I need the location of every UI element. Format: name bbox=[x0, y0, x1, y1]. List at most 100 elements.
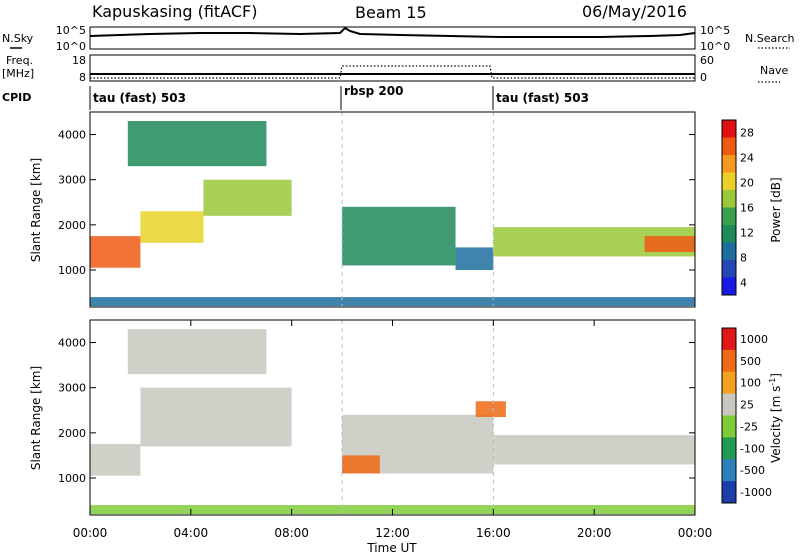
velocity-colorbar-swatch bbox=[722, 349, 736, 373]
velocity-ytick-label: 2000 bbox=[58, 427, 86, 440]
power-ytick-label: 4000 bbox=[58, 129, 86, 142]
velocity-ytick-label: 1000 bbox=[58, 472, 86, 485]
power-colorbar-tick: 12 bbox=[740, 227, 754, 240]
velocity-band bbox=[127, 329, 267, 375]
power-colorbar-swatch bbox=[722, 172, 736, 191]
power-band bbox=[203, 179, 292, 216]
velocity-colorbar-tick: 1000 bbox=[740, 333, 768, 346]
power-band bbox=[90, 297, 695, 307]
time-xtick-label: 00:00 bbox=[73, 526, 108, 540]
velocity-ytick-label: 4000 bbox=[58, 337, 86, 350]
power-colorbar-swatch bbox=[722, 120, 736, 138]
velocity-band bbox=[493, 435, 695, 465]
noise-right-tick-high: 10^5 bbox=[700, 24, 730, 37]
power-data-layer bbox=[90, 112, 695, 307]
velocity-colorbar-tick: -25 bbox=[740, 420, 758, 433]
velocity-colorbar-frame bbox=[721, 327, 737, 504]
freq-unit-label: [MHz] bbox=[2, 67, 34, 80]
velocity-panel: 1000 2000 3000 4000 00:00 04:00 08:00 12:00 16:… bbox=[29, 319, 783, 554]
power-colorbar-swatch bbox=[722, 155, 736, 173]
velocity-band bbox=[90, 444, 141, 476]
freq-right-tick-low: 0 bbox=[700, 71, 707, 84]
power-colorbar-swatch bbox=[722, 260, 736, 278]
velocity-y-axis: 1000 2000 3000 4000 bbox=[58, 337, 695, 485]
power-band bbox=[140, 211, 204, 243]
beam-title: Beam 15 bbox=[355, 3, 427, 22]
velocity-colorbar-swatch bbox=[722, 481, 736, 504]
velocity-band bbox=[140, 387, 292, 447]
noise-left-tick-low: 10^0 bbox=[56, 40, 86, 53]
nave-trace bbox=[90, 65, 695, 79]
power-colorbar-tick: 4 bbox=[740, 277, 747, 290]
freq-label: Freq. bbox=[6, 54, 33, 67]
power-colorbar-swatch bbox=[722, 277, 736, 296]
cpid-panel: CPID tau (fast) 503 rbsp 200 tau (fast) … bbox=[2, 84, 589, 110]
velocity-colorbar-swatch bbox=[722, 459, 736, 482]
time-xtick-label: 00:00 bbox=[678, 526, 713, 540]
power-colorbar-swatch bbox=[722, 190, 736, 208]
velocity-colorbar-swatch bbox=[722, 415, 736, 438]
power-ytick-label: 2000 bbox=[58, 219, 86, 232]
power-band bbox=[644, 236, 695, 252]
date-title: 06/May/2016 bbox=[582, 2, 687, 21]
velocity-colorbar-tick: -500 bbox=[740, 464, 765, 477]
power-colorbar-label: Power [dB] bbox=[769, 177, 783, 242]
velocity-colorbar-swatch bbox=[722, 328, 736, 351]
power-colorbar: 28 24 20 16 12 8 4 bbox=[721, 119, 754, 296]
time-xtick-label: 04:00 bbox=[174, 526, 209, 540]
velocity-band bbox=[342, 455, 380, 474]
power-colorbar-tick: 20 bbox=[740, 177, 754, 190]
power-colorbar-swatch bbox=[722, 137, 736, 156]
nsky-label: N.Sky bbox=[2, 32, 34, 45]
velocity-colorbar: 1000 500 100 25 -25 -100 -500 -1000 bbox=[721, 327, 772, 504]
velocity-colorbar-swatch bbox=[722, 393, 736, 416]
power-ylabel: Slant Range [km] bbox=[29, 158, 43, 262]
power-panel: 1000 2000 3000 4000 Slant Range [km] 28 24 20… bbox=[29, 111, 783, 308]
velocity-ylabel: Slant Range [km] bbox=[29, 366, 43, 470]
time-x-axis: 00:00 04:00 08:00 12:00 16:00 20:00 00:00 bbox=[73, 320, 713, 540]
noise-left-tick-high: 10^5 bbox=[56, 24, 86, 37]
time-xtick-label: 08:00 bbox=[274, 526, 309, 540]
velocity-colorbar-tick: -100 bbox=[740, 442, 765, 455]
nsky-trace bbox=[89, 26, 696, 38]
noise-right-tick-low: 10^0 bbox=[700, 40, 730, 53]
nave-label: Nave bbox=[760, 64, 788, 77]
velocity-ytick-label: 3000 bbox=[58, 382, 86, 395]
time-xtick-label: 12:00 bbox=[375, 526, 410, 540]
power-colorbar-tick: 16 bbox=[740, 202, 754, 215]
power-ytick-label: 3000 bbox=[58, 174, 86, 187]
power-colorbar-swatch bbox=[722, 207, 736, 226]
velocity-colorbar-tick: -1000 bbox=[740, 486, 772, 499]
power-colorbar-tick: 24 bbox=[740, 152, 754, 165]
freq-right-tick-high: 60 bbox=[700, 54, 714, 67]
velocity-band bbox=[475, 401, 506, 418]
velocity-colorbar-tick: 25 bbox=[740, 399, 754, 412]
velocity-colorbar-swatch bbox=[722, 437, 736, 460]
power-y-axis: 1000 2000 3000 4000 bbox=[58, 129, 695, 277]
power-colorbar-swatch bbox=[722, 225, 736, 243]
freq-left-tick-high: 18 bbox=[72, 54, 86, 67]
velocity-colorbar-swatch bbox=[722, 371, 736, 395]
station-title: Kapuskasing (fitACF) bbox=[92, 2, 257, 21]
power-colorbar-tick: 8 bbox=[740, 252, 747, 265]
nsearch-label: N.Search bbox=[745, 32, 795, 45]
freq-panel: Freq. [MHz] 18 8 60 0 Nave bbox=[2, 54, 788, 84]
time-xlabel: Time UT bbox=[366, 541, 417, 554]
time-xtick-label: 20:00 bbox=[577, 526, 612, 540]
power-band bbox=[127, 121, 267, 167]
power-band bbox=[90, 236, 141, 268]
cpid-segment-1: tau (fast) 503 bbox=[93, 91, 186, 105]
power-colorbar-swatch bbox=[722, 242, 736, 261]
power-colorbar-frame bbox=[721, 119, 737, 296]
power-colorbar-tick: 28 bbox=[740, 127, 754, 140]
power-ytick-label: 1000 bbox=[58, 264, 86, 277]
time-xtick-label: 16:00 bbox=[476, 526, 511, 540]
velocity-colorbar-label: Velocity [m s-1] bbox=[768, 373, 783, 463]
velocity-colorbar-tick: 100 bbox=[740, 377, 761, 390]
noise-panel: N.Sky 10^5 10^0 10^5 10^0 N.Search bbox=[2, 24, 795, 53]
cpid-segment-2: rbsp 200 bbox=[344, 84, 403, 98]
power-band bbox=[342, 206, 456, 266]
cpid-label: CPID bbox=[2, 91, 31, 104]
velocity-colorbar-tick: 500 bbox=[740, 355, 761, 368]
